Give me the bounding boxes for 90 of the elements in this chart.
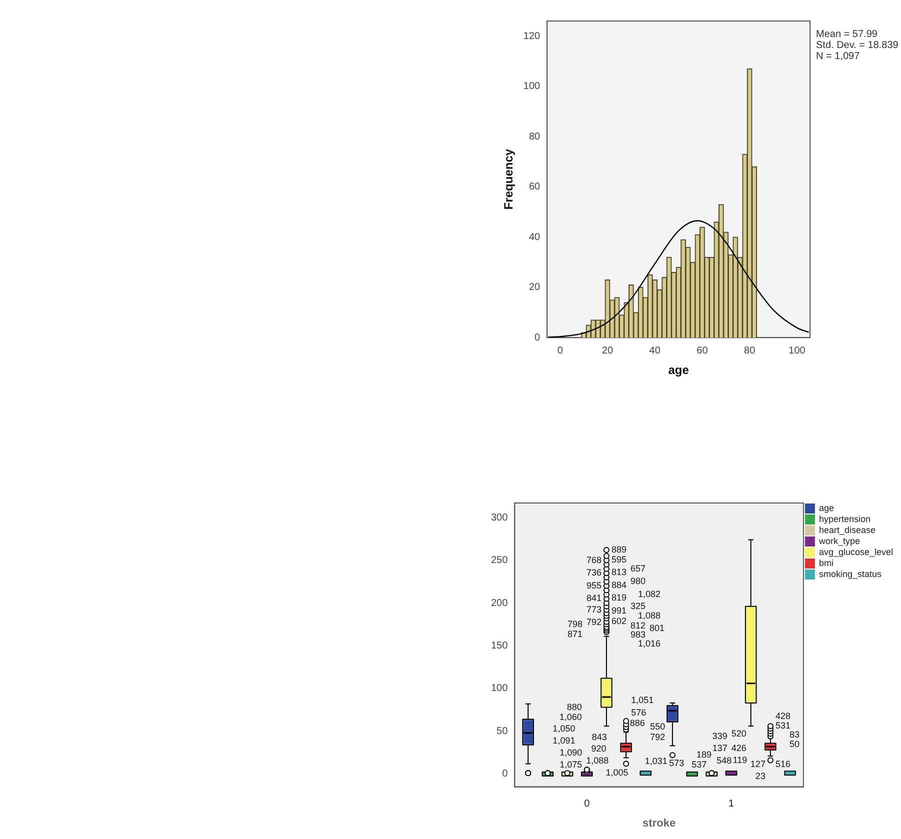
annotation: 736 (586, 568, 602, 578)
annotation: 1,075 (560, 760, 582, 770)
annotation: 548 (716, 756, 732, 766)
annotation: 813 (611, 567, 626, 578)
annotation: 1,051 (631, 694, 654, 705)
annotation: 137 (712, 742, 728, 753)
annotation: 768 (586, 554, 602, 565)
annotation: 880 (566, 702, 582, 712)
legend-label: hypertension (818, 514, 870, 524)
annotation: 428 (775, 711, 790, 722)
annotation: 843 (592, 732, 607, 742)
y-tick-label: 50 (496, 726, 508, 737)
annotation: 1,088 (586, 756, 609, 766)
x-tick-label: 100 (788, 345, 806, 356)
annotation: 889 (611, 544, 626, 554)
text: Std. Dev. = 18.839 (816, 40, 899, 51)
annotation: 531 (775, 720, 790, 731)
annotation: 955 (586, 580, 602, 590)
y-tick-label: 20 (528, 282, 541, 294)
annotation: 812 (630, 620, 646, 630)
legend-label: smoking_status (818, 568, 882, 579)
annotation: 798 (567, 618, 582, 629)
y-tick-label: 150 (490, 640, 508, 652)
x-tick-label: 0 (557, 345, 564, 356)
annotation: 819 (611, 592, 626, 603)
annotation: 773 (586, 604, 602, 614)
annotation: 657 (630, 563, 646, 574)
annotation: 980 (630, 576, 646, 586)
x-tick-label: 80 (744, 345, 756, 356)
y-tick-label: 60 (528, 182, 541, 193)
x-tick-label: 20 (602, 345, 614, 356)
annotation: 602 (611, 616, 626, 626)
y-tick-label: 120 (523, 30, 541, 42)
annotation: 550 (650, 721, 666, 732)
annotation: 841 (586, 593, 602, 604)
annotation: 991 (611, 606, 626, 616)
y-tick-label: 200 (490, 598, 508, 609)
annotation: 983 (630, 629, 646, 640)
annotation: 576 (631, 707, 646, 718)
text: N = 1,097 (816, 50, 860, 62)
annotation: 1,005 (606, 768, 628, 778)
annotation: 801 (650, 623, 665, 634)
annotation: 595 (611, 554, 626, 564)
annotation: 884 (611, 580, 626, 590)
annotation: 1,082 (638, 588, 661, 599)
annotation: 516 (775, 758, 790, 769)
annotation: 119 (732, 754, 748, 765)
annotation: 189 (696, 750, 712, 760)
x-tick-label: 1 (728, 798, 734, 810)
annotation: 1,091 (552, 736, 576, 746)
y-tick-label: 0 (502, 768, 508, 780)
y-tick-label: 100 (523, 81, 541, 92)
y-axis-title: Frequency (502, 148, 516, 210)
annotation: 83 (789, 730, 800, 740)
annotation: 1,050 (552, 724, 576, 734)
annotation: 573 (669, 758, 684, 768)
y-tick-label: 300 (490, 512, 508, 524)
legend-label: bmi (818, 558, 834, 568)
annotation: 1,016 (638, 638, 661, 649)
legend-label: work_type (818, 536, 860, 546)
annotation: 886 (630, 718, 645, 728)
annotation: 50 (789, 738, 800, 749)
x-axis-title: stroke (642, 817, 676, 830)
annotation: 1,031 (644, 756, 668, 766)
legend-label: heart_disease (818, 524, 876, 535)
annotation: 792 (586, 616, 602, 627)
annotation: 537 (692, 760, 707, 770)
annotation: 325 (630, 600, 646, 611)
x-tick-label: 40 (649, 345, 661, 356)
y-tick-label: 250 (490, 555, 508, 566)
x-axis-title: age (668, 363, 690, 378)
x-tick-label: 60 (696, 345, 708, 356)
annotation: 1,060 (559, 712, 582, 722)
annotation: 127 (750, 758, 766, 769)
annotation: 426 (731, 742, 746, 753)
legend-label: age (818, 502, 834, 513)
y-tick-label: 100 (490, 683, 508, 694)
text: Mean = 57.99 (816, 28, 878, 40)
annotation: 1,090 (560, 748, 582, 758)
annotation: 23 (755, 770, 766, 781)
annotation: 520 (731, 728, 746, 738)
annotation: 920 (591, 744, 606, 754)
y-tick-label: 40 (528, 232, 541, 243)
annotation: 792 (650, 732, 666, 742)
annotation: 1,088 (638, 610, 661, 620)
legend-label: avg_glucose_level (818, 546, 894, 557)
annotation: 339 (712, 730, 728, 741)
y-tick-label: 80 (528, 131, 541, 142)
y-tick-label: 0 (534, 332, 541, 344)
annotation: 871 (567, 628, 582, 639)
